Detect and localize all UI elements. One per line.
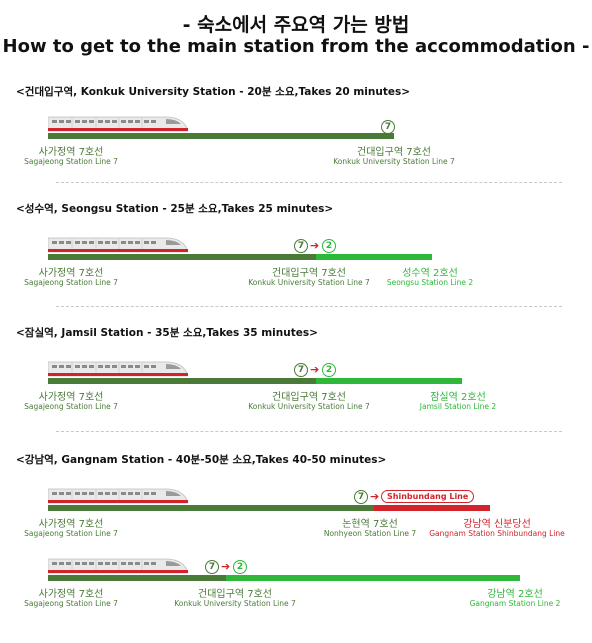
line7-badge-icon: 7: [294, 239, 308, 253]
transfer-label-ko: 건대입구역 7호선: [198, 589, 272, 600]
destination-label-en: Jamsil Station Line 2: [419, 402, 497, 411]
line7-badge-icon: 7: [381, 120, 395, 134]
route-gangnam-line2: 7 ➔ 2 사가정역 7호선 Sagajeong Station Line 7 …: [0, 554, 592, 614]
destination-label-ko: 강남역 2호선: [487, 589, 543, 600]
page-title-korean: - 숙소에서 주요역 가는 방법: [182, 14, 410, 36]
origin-label-en: Sagajeong Station Line 7: [24, 278, 118, 287]
origin-label-ko: 사가정역 7호선: [38, 519, 104, 530]
section-divider: [56, 431, 562, 432]
origin-label-en: Sagajeong Station Line 7: [24, 529, 118, 538]
transfer-label-en: Konkuk University Station Line 7: [248, 278, 370, 287]
route-konkuk: 7 사가정역 7호선 Sagajeong Station Line 7 건대입구…: [0, 112, 592, 172]
destination-label-ko: 성수역 2호선: [402, 268, 458, 279]
line2-segment: [226, 575, 520, 581]
shinbundang-segment: [374, 505, 490, 511]
origin-label-ko: 사가정역 7호선: [38, 589, 104, 600]
line7-badge-icon: 7: [294, 363, 308, 377]
line2-segment: [316, 378, 462, 384]
section-heading-gangnam: <강남역, Gangnam Station - 40분-50분 소요,Takes…: [16, 454, 387, 466]
line2-badge-icon: 2: [233, 560, 247, 574]
section-divider: [56, 182, 562, 183]
transfer-label-en: Nonhyeon Station Line 7: [323, 529, 417, 538]
train-icon: [48, 235, 188, 254]
section-heading-konkuk: <건대입구역, Konkuk University Station - 20분 …: [16, 86, 411, 98]
transfer-arrow-icon: ➔: [310, 363, 320, 376]
transfer-label-en: Konkuk University Station Line 7: [174, 599, 296, 608]
train-icon: [48, 556, 188, 575]
train-icon: [48, 486, 188, 505]
origin-label-en: Sagajeong Station Line 7: [24, 599, 118, 608]
train-icon: [48, 114, 188, 133]
section-divider: [56, 306, 562, 307]
line7-segment: [48, 575, 226, 581]
section-heading-seongsu: <성수역, Seongsu Station - 25분 소요,Takes 25 …: [16, 203, 334, 215]
origin-label-en: Sagajeong Station Line 7: [24, 402, 118, 411]
route-gangnam-shinbundang: 7 ➔ Shinbundang Line 사가정역 7호선 Sagajeong …: [0, 484, 592, 544]
destination-label-en: Konkuk University Station Line 7: [333, 157, 455, 166]
line7-badge-icon: 7: [205, 560, 219, 574]
transfer-label-ko: 건대입구역 7호선: [272, 268, 346, 279]
train-icon: [48, 359, 188, 378]
transfer-label-ko: 논현역 7호선: [342, 519, 398, 530]
line7-segment: [48, 254, 316, 260]
route-jamsil: 7 ➔ 2 사가정역 7호선 Sagajeong Station Line 7 …: [0, 357, 592, 417]
line7-segment: [48, 133, 394, 139]
line7-segment: [48, 505, 374, 511]
section-heading-jamsil: <잠실역, Jamsil Station - 35분 소요,Takes 35 m…: [16, 327, 318, 339]
route-seongsu: 7 ➔ 2 사가정역 7호선 Sagajeong Station Line 7 …: [0, 233, 592, 293]
origin-label-ko: 사가정역 7호선: [38, 147, 104, 158]
destination-label-en: Gangnam Station Line 2: [469, 599, 561, 608]
origin-label-ko: 사가정역 7호선: [38, 392, 104, 403]
destination-label-ko: 잠실역 2호선: [430, 392, 486, 403]
transfer-arrow-icon: ➔: [310, 239, 320, 252]
destination-label-en: Gangnam Station Shinbundang Line: [429, 529, 565, 538]
origin-label-en: Sagajeong Station Line 7: [24, 157, 118, 166]
origin-label-ko: 사가정역 7호선: [38, 268, 104, 279]
destination-label-ko: 건대입구역 7호선: [357, 147, 431, 158]
shinbundang-line-badge: Shinbundang Line: [381, 490, 475, 503]
transfer-label-en: Konkuk University Station Line 7: [248, 402, 370, 411]
line7-segment: [48, 378, 316, 384]
destination-label-en: Seongsu Station Line 2: [386, 278, 474, 287]
transfer-arrow-icon: ➔: [370, 490, 380, 503]
destination-label-ko: 강남역 신분당선: [463, 519, 531, 530]
page-title-english: How to get to the main station from the …: [2, 36, 590, 57]
transfer-arrow-icon: ➔: [221, 560, 231, 573]
line7-badge-icon: 7: [354, 490, 368, 504]
line2-badge-icon: 2: [322, 239, 336, 253]
transfer-label-ko: 건대입구역 7호선: [272, 392, 346, 403]
line2-badge-icon: 2: [322, 363, 336, 377]
line2-segment: [316, 254, 432, 260]
